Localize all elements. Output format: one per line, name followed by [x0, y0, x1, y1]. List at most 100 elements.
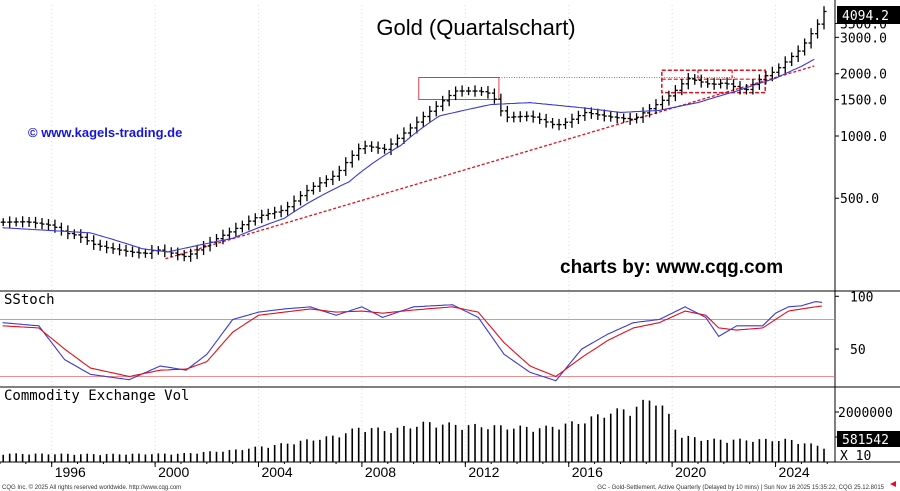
- volume-multiplier: X 10: [840, 449, 871, 464]
- ohlc-bar: [718, 78, 724, 89]
- ohlc-bar: [478, 86, 484, 96]
- x-tick-label: 2020: [675, 464, 706, 480]
- cqg-credit: charts by: www.cqg.com: [560, 257, 783, 278]
- ohlc-bar: [821, 6, 827, 30]
- ohlc-bar: [20, 216, 26, 228]
- ohlc-bar: [524, 111, 530, 122]
- right-axis: 3500.03000.02000.01500.01000.0500.010050…: [835, 17, 893, 446]
- x-tick-label: 2008: [365, 464, 396, 480]
- ohlc-bar: [808, 28, 814, 49]
- ohlc-bar: [517, 111, 523, 123]
- ohlc-bar: [265, 208, 271, 221]
- scroll-arrow-icon[interactable]: [890, 481, 896, 487]
- ohlc-bar: [459, 85, 465, 97]
- x-tick-label: 2024: [779, 464, 810, 480]
- grid: [0, 0, 900, 463]
- price-tick-label: 1000.0: [840, 130, 887, 145]
- ohlc-bar: [511, 111, 517, 123]
- footer-copyright: CQG Inc. © 2025 All rights reserved worl…: [2, 484, 181, 491]
- moving-average: [2, 58, 815, 253]
- stoch-k-line: [2, 301, 823, 382]
- ohlc-bar: [453, 86, 459, 101]
- ohlc-bar: [569, 113, 575, 128]
- ohlc-bar: [181, 250, 187, 262]
- ohlc-bar: [382, 143, 388, 154]
- ohlc-bars: [0, 6, 827, 262]
- ohlc-bar: [705, 77, 711, 88]
- ohlc-bar: [653, 99, 659, 115]
- ohlc-bar: [13, 217, 19, 227]
- ohlc-bar: [272, 206, 278, 219]
- ohlc-bar: [582, 107, 588, 121]
- ohlc-bar: [7, 216, 13, 228]
- watermark-link[interactable]: © www.kagels-trading.de: [28, 125, 182, 140]
- last-volume-tag: 581542: [837, 431, 900, 448]
- x-tick-label: 1996: [55, 464, 86, 480]
- ohlc-bar: [491, 88, 497, 104]
- ohlc-bar: [317, 177, 323, 192]
- ohlc-bar: [104, 240, 110, 254]
- ohlc-bar: [323, 175, 329, 188]
- ohlc-bar: [194, 244, 200, 260]
- last-price-value: 4094.2: [842, 9, 889, 24]
- ohlc-bar: [123, 244, 129, 257]
- ohlc-bar: [743, 84, 749, 95]
- ohlc-bar: [446, 90, 452, 107]
- ohlc-bar: [304, 184, 310, 202]
- ohlc-bar: [401, 127, 407, 144]
- ohlc-bar: [84, 233, 90, 245]
- ohlc-bar: [117, 243, 123, 256]
- ohlc-bar: [543, 113, 549, 128]
- ohlc-bar: [802, 38, 808, 56]
- ohlc-bar: [433, 101, 439, 117]
- ohlc-bar: [336, 165, 342, 181]
- ohlc-bar: [233, 222, 239, 238]
- ohlc-bar: [666, 90, 672, 106]
- ohlc-bar: [259, 209, 265, 224]
- ohlc-bar: [711, 78, 717, 90]
- ohlc-bar: [724, 77, 730, 90]
- ohlc-bar: [640, 107, 646, 123]
- sstoch-panel: [0, 301, 835, 382]
- ohlc-bar: [763, 70, 769, 85]
- ohlc-bar: [375, 141, 381, 154]
- ohlc-bar: [330, 170, 336, 186]
- ohlc-bar: [659, 95, 665, 110]
- stoch-d-line: [2, 305, 823, 378]
- ohlc-bar: [556, 118, 562, 131]
- price-tick-label: 1500.0: [840, 94, 887, 109]
- price-tick-label: 3000.0: [840, 31, 887, 46]
- ohlc-bar: [394, 134, 400, 149]
- last-volume-value: 581542: [842, 433, 889, 448]
- volume-panel: [2, 399, 825, 462]
- ohlc-bar: [71, 229, 77, 240]
- ohlc-bar: [504, 105, 510, 123]
- sstoch-label: SStoch: [4, 292, 55, 308]
- price-panel: [0, 6, 827, 262]
- consolidation-box-2011: [418, 77, 500, 100]
- ohlc-bar: [356, 143, 362, 161]
- ohlc-bar: [246, 215, 252, 231]
- ohlc-bar: [795, 45, 801, 63]
- ohlc-bar: [0, 218, 6, 227]
- x-axis: 1996 2000 2004 2008 2012 2016 2020 2024: [0, 462, 828, 480]
- ohlc-bar: [634, 113, 640, 124]
- ohlc-bar: [427, 105, 433, 122]
- ohlc-bar: [45, 219, 51, 231]
- ohlc-bar: [679, 78, 685, 96]
- volume-tick-label: 2000000: [838, 406, 893, 421]
- ohlc-bar: [692, 74, 698, 85]
- ohlc-bar: [782, 56, 788, 74]
- ohlc-bar: [110, 242, 116, 254]
- ohlc-bar: [278, 205, 284, 218]
- ohlc-bar: [485, 86, 491, 99]
- x-tick-label: 2000: [158, 464, 189, 480]
- ohlc-bar: [201, 240, 207, 255]
- price-tick-label: 2000.0: [840, 68, 887, 83]
- ohlc-bar: [78, 229, 84, 243]
- footer-info: GC - Gold-Settlement, Active Quarterly (…: [597, 485, 884, 491]
- ohlc-bar: [362, 140, 368, 154]
- ohlc-bar: [440, 95, 446, 112]
- x-tick-label: 2012: [468, 464, 499, 480]
